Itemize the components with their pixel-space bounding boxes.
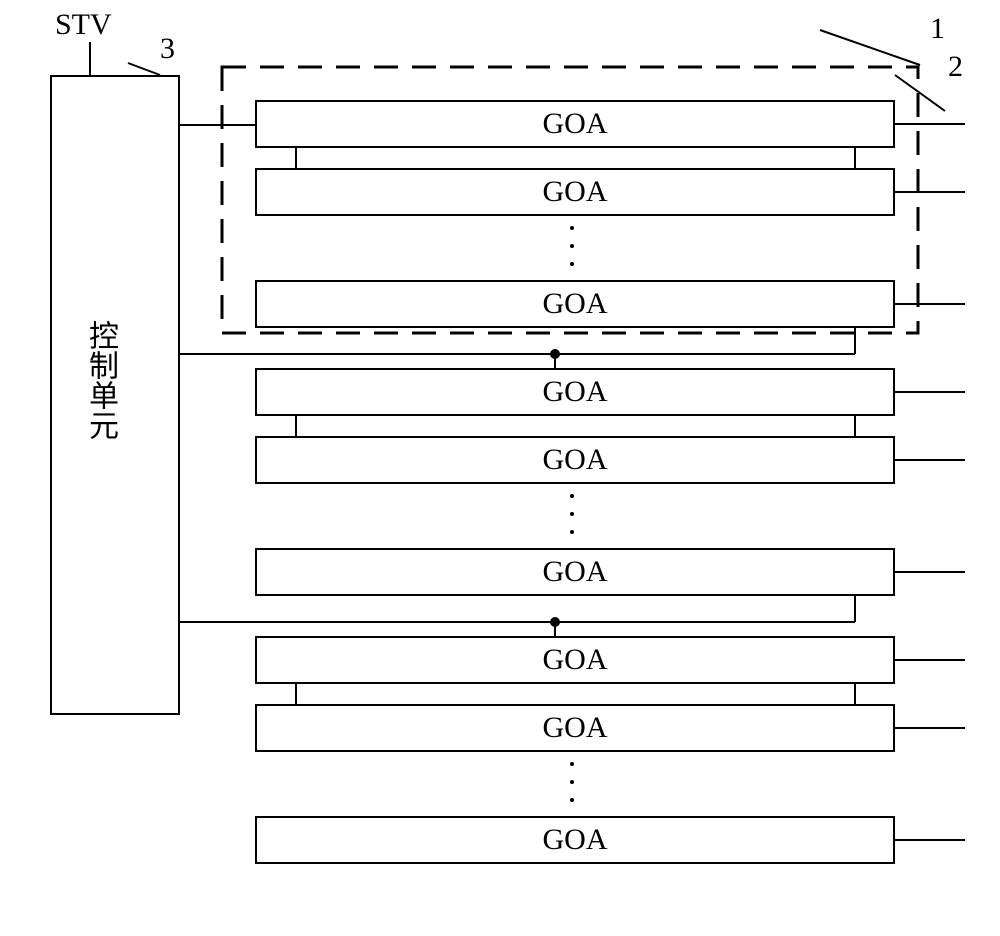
cascade-last-h: [555, 353, 855, 355]
goa-label: GOA: [543, 175, 608, 209]
goa-out-line: [895, 839, 965, 841]
goa-out-line: [895, 659, 965, 661]
cascade-last-v: [854, 328, 856, 354]
leader-1-label: 1: [930, 12, 945, 46]
goa-block: GOA: [255, 548, 895, 596]
vertical-ellipsis: [570, 762, 574, 802]
ctrl-out-line-3: [180, 621, 555, 623]
goa-out-line: [895, 123, 965, 125]
leader-3-label: 3: [160, 32, 175, 66]
cascade-last-h: [555, 621, 855, 623]
goa-out-line: [895, 191, 965, 193]
goa-block: GOA: [255, 280, 895, 328]
ctrl-out-line-2: [180, 353, 555, 355]
diagram-canvas: STV 控制单元 3 1 2 GOA GOA GOA GOA GOA: [0, 0, 1000, 936]
goa-out-line: [895, 391, 965, 393]
goa-block: GOA: [255, 704, 895, 752]
goa-block: GOA: [255, 436, 895, 484]
goa-label: GOA: [543, 555, 608, 589]
stv-input-line: [89, 42, 91, 75]
goa-out-line: [895, 459, 965, 461]
goa-out-line: [895, 303, 965, 305]
goa-label: GOA: [543, 287, 608, 321]
stv-label: STV: [55, 8, 112, 42]
goa-label: GOA: [543, 643, 608, 677]
goa-out-line: [895, 727, 965, 729]
goa-block: GOA: [255, 168, 895, 216]
goa-out-line: [895, 571, 965, 573]
control-unit-label: 控制单元: [78, 320, 122, 440]
goa-label: GOA: [543, 443, 608, 477]
goa-block: GOA: [255, 816, 895, 864]
goa-block: GOA: [255, 368, 895, 416]
cascade-last-v: [854, 596, 856, 622]
goa-label: GOA: [543, 711, 608, 745]
ctrl-out-line-1: [180, 124, 255, 126]
goa-label: GOA: [543, 375, 608, 409]
goa-block: GOA: [255, 100, 895, 148]
goa-label: GOA: [543, 823, 608, 857]
goa-block: GOA: [255, 636, 895, 684]
vertical-ellipsis: [570, 494, 574, 534]
leader-2-label: 2: [948, 50, 963, 84]
goa-label: GOA: [543, 107, 608, 141]
vertical-ellipsis: [570, 226, 574, 266]
